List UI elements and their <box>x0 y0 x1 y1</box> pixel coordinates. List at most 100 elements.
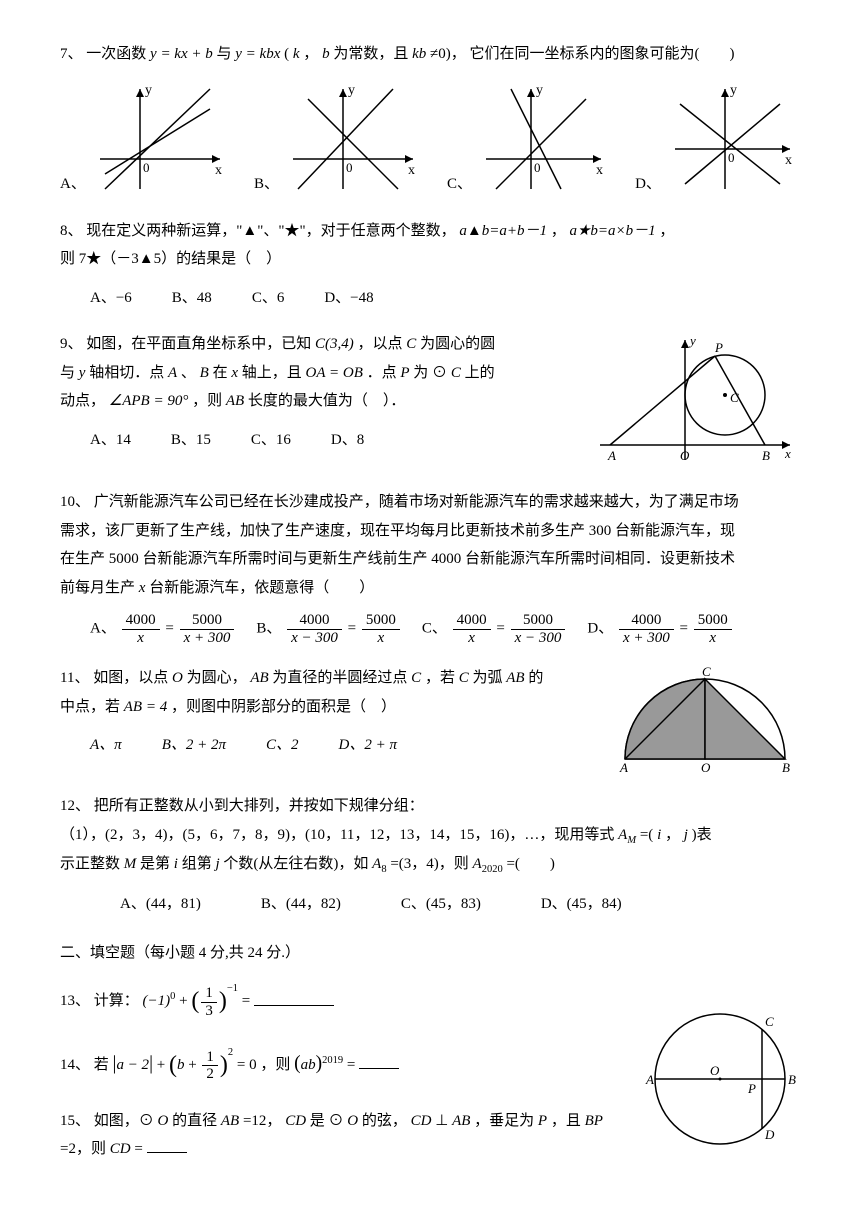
q15-var-ab2: AB <box>452 1113 470 1129</box>
svg-text:0: 0 <box>143 160 150 175</box>
q15-var-o: O <box>158 1113 169 1129</box>
q10-number: 10、 <box>60 494 90 510</box>
q7-text-5: 它们在同一坐标系内的图象可能为( ) <box>469 46 734 62</box>
q8-number: 8、 <box>60 223 83 239</box>
question-15: 15、 如图，⊙ O 的直径 AB =12， CD 是 ⊙ O 的弦， CD ⊥… <box>60 1107 800 1164</box>
q7-text-3: ( <box>284 46 289 62</box>
q15-var-cd2: CD <box>411 1113 432 1129</box>
q10-option-d: D、 4000x + 300 = 5000x <box>587 612 733 646</box>
q7-text-1: 一次函数 <box>86 46 150 62</box>
q11-var-c2: C <box>459 670 469 686</box>
q7-label-b: B、 <box>254 170 279 199</box>
q9-l3b: ，则 <box>192 393 226 409</box>
q12-c1: ， <box>665 827 680 843</box>
q8-option-c: C、6 <box>252 284 285 313</box>
q9-var-ab: AB <box>226 393 244 409</box>
q7-label-d: D、 <box>635 170 661 199</box>
q11-l1a: 如图，以点 <box>93 670 172 686</box>
q12-l2b: )表 <box>692 827 712 843</box>
question-7: 7、 一次函数 y = kx + b 与 y = kbx ( k ， b 为常数… <box>60 40 800 199</box>
q11-options: A、π B、2 + 2π C、2 D、2 + π <box>90 731 600 760</box>
q15-t4: 是 ⊙ <box>310 1113 344 1129</box>
q8-option-d: D、−48 <box>324 284 373 313</box>
q14-exp2: 2019 <box>322 1055 343 1066</box>
q12-var-i: i <box>657 827 661 843</box>
q11-l1f: 的 <box>528 670 543 686</box>
q9-option-c: C、16 <box>251 426 291 455</box>
q9-l2d: 在 <box>213 365 232 381</box>
svg-text:y: y <box>145 83 152 98</box>
svg-text:y: y <box>348 83 355 98</box>
svg-text:C: C <box>702 664 711 679</box>
q14-abs-expr: a − 2 <box>116 1057 149 1073</box>
svg-text:x: x <box>408 163 415 178</box>
q9-option-a: A、14 <box>90 426 131 455</box>
q7-label-a: A、 <box>60 170 86 199</box>
q7-comma1: ， <box>303 46 318 62</box>
q13-plus: + <box>179 994 191 1010</box>
q14-abs-r: | <box>149 1053 153 1074</box>
q15-var-p: P <box>538 1113 547 1129</box>
q12-var-j2: j <box>215 856 219 872</box>
q9-eq-apb: ∠APB = 90° <box>109 393 189 409</box>
q10-option-c: C、 4000x = 5000x − 300 <box>422 612 568 646</box>
q7-graph-b: 0 x y <box>283 79 423 199</box>
q12-options: A、(44，81) B、(44，82) C、(45，83) D、(45，84) <box>120 890 800 919</box>
q7-number: 7、 <box>60 46 83 62</box>
q11-var-c: C <box>411 670 421 686</box>
q8-comma: ， <box>551 223 566 239</box>
question-11: A O B C 11、 如图，以点 O 为圆心， AB 为直径的半圆经过点 C … <box>60 664 800 774</box>
q14-number: 14、 <box>60 1057 90 1073</box>
q13-rparen: ) <box>219 988 227 1014</box>
q8-option-a: A、−6 <box>90 284 132 313</box>
q9-eq-c: C(3,4) <box>315 336 354 352</box>
q12-l3e: =(3，4)，则 <box>390 856 472 872</box>
q14-exp1: 2 <box>228 1047 233 1058</box>
q9-var-y: y <box>79 365 86 381</box>
q12-l3a: 示正整数 <box>60 856 124 872</box>
q7-eq3: kb <box>412 46 426 62</box>
q7-graph-d: 0 x y <box>665 79 800 199</box>
q12-l3b: 是第 <box>140 856 174 872</box>
q11-figure: A O B C <box>610 664 800 774</box>
q9-l1b: ，以点 <box>358 336 403 352</box>
q13-eq-base1: (−1) <box>143 994 171 1010</box>
q9-var-c: C <box>406 336 420 352</box>
q11-eq-ab: AB = 4 <box>124 699 167 715</box>
q7-option-d: D、 0 x y <box>635 79 800 199</box>
q9-options: A、14 B、15 C、16 D、8 <box>90 426 580 455</box>
q14-eq: = <box>347 1057 359 1073</box>
svg-text:P: P <box>714 340 723 355</box>
q12-l3d: 个数(从左往右数)，如 <box>223 856 372 872</box>
q7-param-b: b <box>322 46 330 62</box>
q12-var-am: A <box>618 827 627 843</box>
q11-l1d: ，若 <box>425 670 459 686</box>
section-2-title: 二、填空题（每小题 4 分,共 24 分.） <box>60 939 800 968</box>
q15-t5: 的弦， <box>362 1113 407 1129</box>
q15-t8: =2，则 <box>60 1141 110 1157</box>
q7-neq: ≠0)， <box>430 46 466 62</box>
q10-var-x: x <box>139 580 146 596</box>
q13-text-1: 计算： <box>94 994 139 1010</box>
q11-option-a: A、π <box>90 731 122 760</box>
q15-number: 15、 <box>60 1113 90 1129</box>
q11-l1e: 为弧 <box>472 670 506 686</box>
q9-l2b: 轴相切．点 <box>89 365 168 381</box>
q14-eq0: = 0 <box>237 1057 257 1073</box>
q13-blank <box>254 990 334 1006</box>
q7-options-row: A、 0 x y B、 0 x <box>60 79 800 199</box>
q12-number: 12、 <box>60 798 90 814</box>
svg-text:y: y <box>688 333 696 348</box>
svg-text:y: y <box>730 83 737 98</box>
svg-text:A: A <box>619 760 628 774</box>
q15-t9: = <box>134 1141 142 1157</box>
q13-eq: = <box>242 994 254 1010</box>
q9-eq-oa: OA = OB <box>306 365 363 381</box>
q15-t2: 的直径 <box>172 1113 221 1129</box>
q14-blank <box>359 1053 399 1069</box>
q12-l1: 把所有正整数从小到大排列，并按如下规律分组： <box>94 798 424 814</box>
q12-eq1: =( <box>640 827 653 843</box>
q9-l1c: 为圆心的圆 <box>420 336 495 352</box>
q9-l2h: 上的 <box>465 365 495 381</box>
q13-number: 13、 <box>60 994 90 1010</box>
